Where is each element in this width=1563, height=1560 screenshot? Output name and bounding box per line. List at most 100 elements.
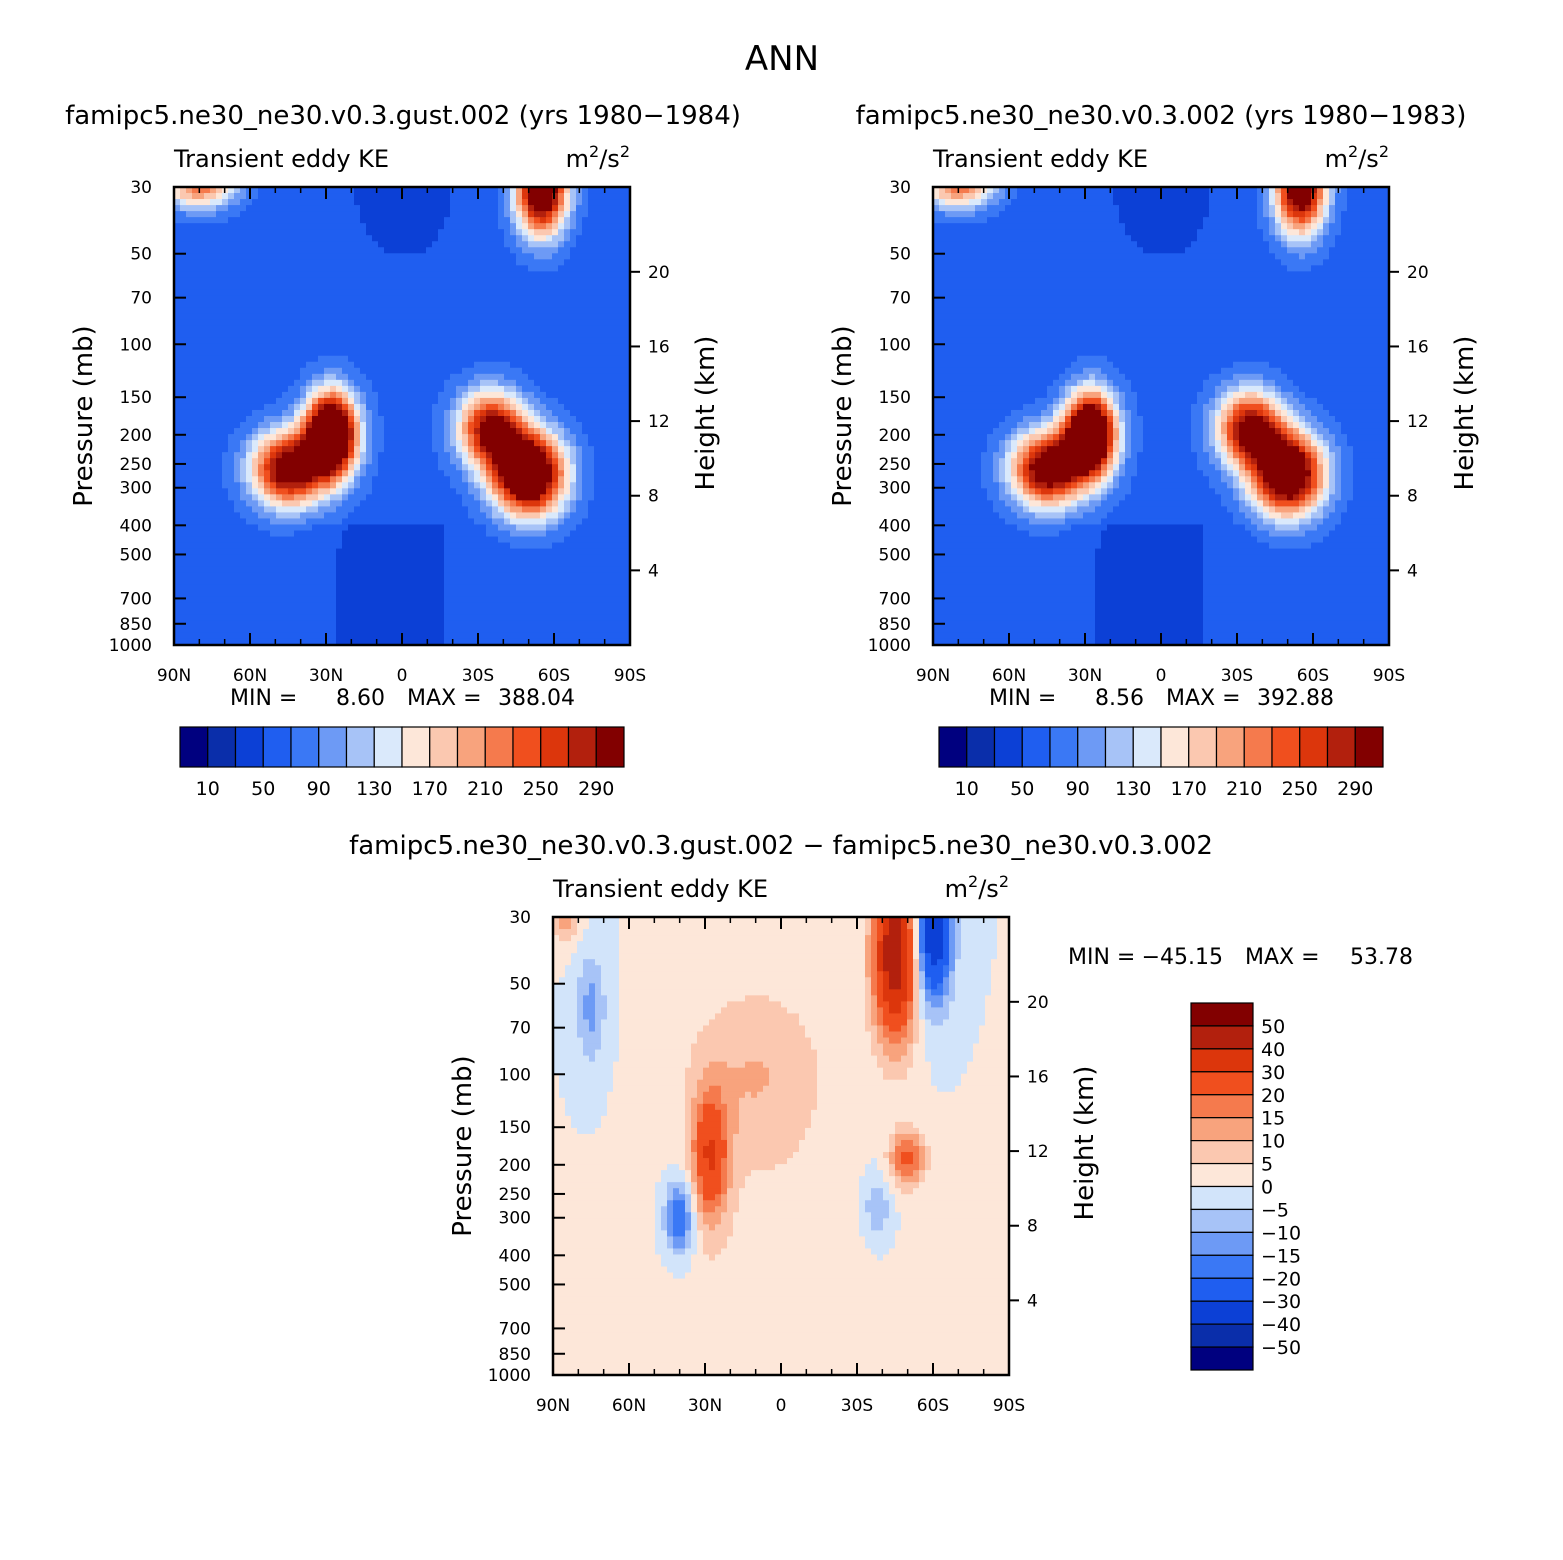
heatmap-cell xyxy=(462,397,469,405)
heatmap-cell xyxy=(540,193,547,200)
heatmap-cell xyxy=(270,283,277,291)
heatmap-cell xyxy=(450,476,457,483)
heatmap-cell xyxy=(444,428,451,435)
heatmap-cell xyxy=(192,313,199,321)
heatmap-cell xyxy=(264,560,271,568)
heatmap-cell xyxy=(336,602,343,610)
heatmap-cell xyxy=(402,500,409,507)
heatmap-cell xyxy=(228,470,235,477)
heatmap-cell xyxy=(324,542,331,550)
heatmap-cell xyxy=(216,319,223,327)
heatmap-cell xyxy=(378,566,385,574)
heatmap-cell xyxy=(540,403,547,411)
heatmap-cell xyxy=(420,259,427,266)
heatmap-cell xyxy=(384,524,391,532)
heatmap-cell xyxy=(540,572,547,580)
heatmap-cell xyxy=(444,259,451,266)
heatmap-cell xyxy=(282,205,289,212)
heatmap-cell xyxy=(444,512,451,520)
heatmap-cell xyxy=(426,620,433,628)
heatmap-cell xyxy=(546,307,553,315)
heatmap-cell xyxy=(318,367,325,375)
heatmap-cell xyxy=(534,542,541,550)
heatmap-cell xyxy=(312,584,319,592)
heatmap-cell xyxy=(246,440,253,447)
heatmap-cell xyxy=(564,464,571,471)
heatmap-cell xyxy=(414,379,421,387)
heatmap-cell xyxy=(468,355,475,363)
heatmap-cell xyxy=(174,512,181,520)
heatmap-cell xyxy=(198,632,205,640)
heatmap-cell xyxy=(498,488,505,495)
heatmap-cell xyxy=(318,602,325,610)
heatmap-cell xyxy=(438,235,445,242)
heatmap-cell xyxy=(504,422,511,429)
heatmap-cell xyxy=(240,259,247,266)
heatmap-cell xyxy=(498,638,505,646)
heatmap-cell xyxy=(378,391,385,399)
heatmap-cell xyxy=(222,229,229,236)
heatmap-cell xyxy=(378,626,385,634)
heatmap-cell xyxy=(264,259,271,266)
heatmap-cell xyxy=(246,416,253,423)
heatmap-cell xyxy=(300,247,307,254)
heatmap-cell xyxy=(186,446,193,453)
heatmap-cell xyxy=(366,458,373,465)
heatmap-cell xyxy=(330,446,337,453)
heatmap-cell xyxy=(480,277,487,285)
heatmap-cell xyxy=(330,361,337,369)
heatmap-cell xyxy=(204,343,211,351)
heatmap-cell xyxy=(378,596,385,604)
heatmap-cell xyxy=(306,367,313,375)
heatmap-cell xyxy=(228,560,235,568)
heatmap-cell xyxy=(498,211,505,218)
heatmap-cell xyxy=(564,494,571,501)
heatmap-cell xyxy=(198,397,205,405)
heatmap-cell xyxy=(216,518,223,526)
heatmap-cell xyxy=(174,434,181,441)
heatmap-cell xyxy=(540,385,547,393)
heatmap-cell xyxy=(462,379,469,387)
heatmap-cell xyxy=(312,313,319,321)
heatmap-cell xyxy=(174,638,181,646)
heatmap-cell xyxy=(390,301,397,309)
heatmap-cell xyxy=(558,446,565,453)
heatmap-cell xyxy=(246,602,253,610)
heatmap-cell xyxy=(258,542,265,550)
heatmap-cell xyxy=(354,488,361,495)
heatmap-cell xyxy=(234,199,241,206)
heatmap-cell xyxy=(258,391,265,399)
heatmap-cell xyxy=(432,259,439,266)
heatmap-cell xyxy=(516,385,523,393)
heatmap-cell xyxy=(324,307,331,315)
heatmap-cell xyxy=(528,349,535,357)
heatmap-cell xyxy=(324,289,331,297)
heatmap-cell xyxy=(480,253,487,260)
heatmap-cell xyxy=(534,596,541,604)
heatmap-cell xyxy=(378,403,385,411)
heatmap-cell xyxy=(192,536,199,544)
heatmap-cell xyxy=(498,289,505,297)
heatmap-cell xyxy=(450,313,457,321)
heatmap-cell xyxy=(300,187,307,194)
heatmap-cell xyxy=(342,428,349,435)
heatmap-cell xyxy=(444,578,451,586)
heatmap-cell xyxy=(228,566,235,574)
heatmap-cell xyxy=(528,367,535,375)
heatmap-cell xyxy=(174,403,181,411)
page-title: ANN xyxy=(745,39,819,79)
heatmap-cell xyxy=(378,211,385,218)
heatmap-cell xyxy=(210,452,217,459)
heatmap-cell xyxy=(504,301,511,309)
heatmap-cell xyxy=(372,205,379,212)
heatmap-cell xyxy=(534,361,541,369)
heatmap-cell xyxy=(492,500,499,507)
heatmap-cell xyxy=(342,313,349,321)
heatmap-cell xyxy=(366,488,373,495)
heatmap-cell xyxy=(498,277,505,285)
heatmap-cell xyxy=(510,572,517,580)
heatmap-cell xyxy=(366,343,373,351)
heatmap-cell xyxy=(186,289,193,297)
heatmap-cell xyxy=(444,229,451,236)
heatmap-cell xyxy=(360,428,367,435)
